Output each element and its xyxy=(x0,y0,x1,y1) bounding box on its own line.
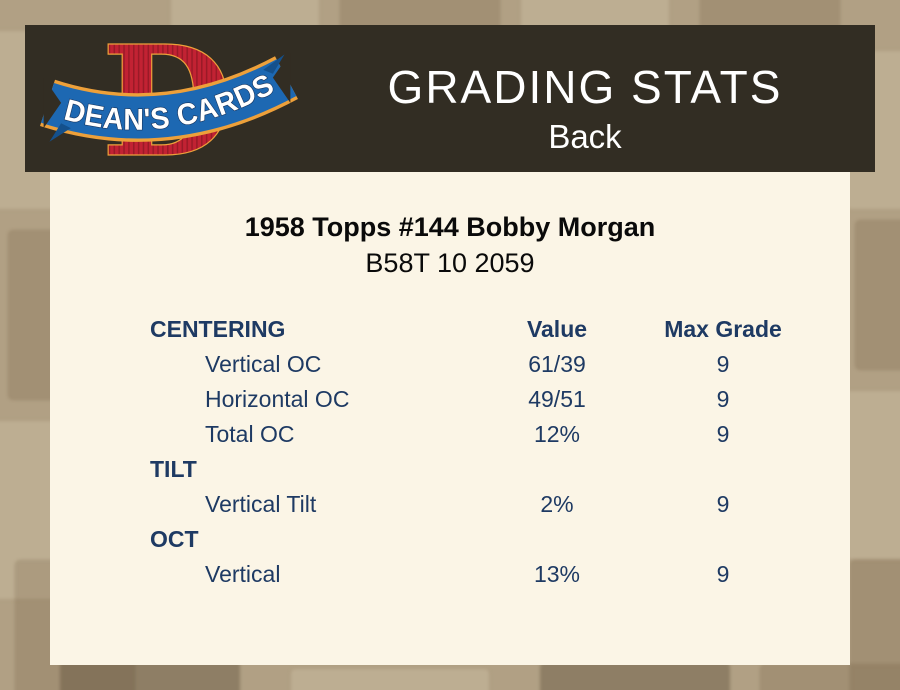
row-max-grade xyxy=(642,522,804,557)
table-row: Total OC 12% 9 xyxy=(150,417,850,452)
background-card-image xyxy=(760,664,900,690)
logo-ribbon xyxy=(41,59,297,139)
row-label: Vertical OC xyxy=(205,351,322,377)
row-value: 12% xyxy=(533,421,581,447)
row-label: Horizontal OC xyxy=(205,386,350,412)
header-bar: D DEAN'S CARDS GRADING STATS Back xyxy=(25,12,875,192)
table-header-row: CENTERING Value Max Grade xyxy=(150,312,850,347)
section-label: OCT xyxy=(150,526,199,552)
stats-panel: 1958 Topps #144 Bobby Morgan B58T 10 205… xyxy=(50,172,850,665)
row-value: 13% xyxy=(533,561,581,587)
background-card-image xyxy=(840,390,900,560)
background-card-image xyxy=(540,662,730,690)
row-max-grade: 9 xyxy=(716,386,730,412)
column-header-max-grade: Max Grade xyxy=(664,316,782,342)
row-label: Vertical xyxy=(205,561,281,587)
row-max-grade: 9 xyxy=(716,491,730,517)
section-row: TILT xyxy=(150,452,850,487)
stats-table-body: Vertical OC 61/39 9 Horizontal OC 49/51 9 Tota… xyxy=(150,347,850,592)
header-titles: GRADING STATS Back xyxy=(295,25,875,172)
logo-ribbon-fold xyxy=(263,54,285,74)
logo-ribbon-notch-right xyxy=(272,52,291,103)
row-value xyxy=(472,452,642,487)
row-max-grade: 9 xyxy=(716,561,730,587)
card-title: 1958 Topps #144 Bobby Morgan xyxy=(244,212,656,242)
column-header-value: Value xyxy=(526,316,588,342)
row-value: 49/51 xyxy=(528,386,586,412)
row-max-grade xyxy=(642,452,804,487)
row-label: Vertical Tilt xyxy=(205,491,317,517)
section-row: OCT xyxy=(150,522,850,557)
card-id: B58T 10 2059 xyxy=(365,248,535,278)
logo-ribbon-notch-left xyxy=(43,77,62,129)
deans-cards-logo-graphic: D DEAN'S CARDS xyxy=(40,12,298,192)
row-value: 2% xyxy=(540,491,574,517)
table-row: Horizontal OC 49/51 9 xyxy=(150,382,850,417)
table-row: Vertical OC 61/39 9 xyxy=(150,347,850,382)
table-row: Vertical Tilt 2% 9 xyxy=(150,487,850,522)
background-card-image xyxy=(290,668,490,690)
page-title: GRADING STATS xyxy=(387,61,783,113)
column-header-centering: CENTERING xyxy=(150,316,286,342)
background-card-image xyxy=(850,560,900,690)
table-row: Vertical 13% 9 xyxy=(150,557,850,592)
stats-table: CENTERING Value Max Grade Vertical OC 61/… xyxy=(50,312,850,592)
card-side-label: Back xyxy=(548,118,622,155)
deans-cards-logo: D DEAN'S CARDS xyxy=(40,12,298,192)
logo-ribbon-fold xyxy=(49,123,71,142)
row-label: Total OC xyxy=(205,421,295,447)
row-value xyxy=(472,522,642,557)
background-card-image xyxy=(60,660,240,690)
background-card-image xyxy=(855,220,900,370)
row-value: 61/39 xyxy=(528,351,586,377)
section-label: TILT xyxy=(150,456,197,482)
row-max-grade: 9 xyxy=(716,351,730,377)
row-max-grade: 9 xyxy=(716,421,730,447)
